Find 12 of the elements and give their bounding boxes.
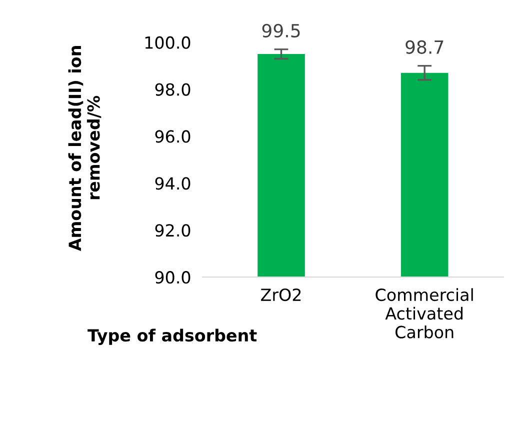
y-tick-label: 100.0 <box>145 36 190 49</box>
x-tick-label: ZrO2 <box>261 288 301 302</box>
y-tick-label: 90.0 <box>155 271 190 284</box>
y-tick-label: 98.0 <box>155 83 190 96</box>
y-tick-label: 92.0 <box>155 224 190 237</box>
x-axis-title: Type of adsorbent <box>88 328 257 345</box>
y-tick-label: 96.0 <box>155 130 190 143</box>
y-tick-label: 94.0 <box>155 177 190 190</box>
y-axis-title: Amount of lead(II) ion removed/% <box>68 46 102 252</box>
data-label: 99.5 <box>262 24 300 38</box>
x-tick-label: Commercial Activated Carbon <box>376 288 473 338</box>
data-label: 98.7 <box>406 40 444 54</box>
